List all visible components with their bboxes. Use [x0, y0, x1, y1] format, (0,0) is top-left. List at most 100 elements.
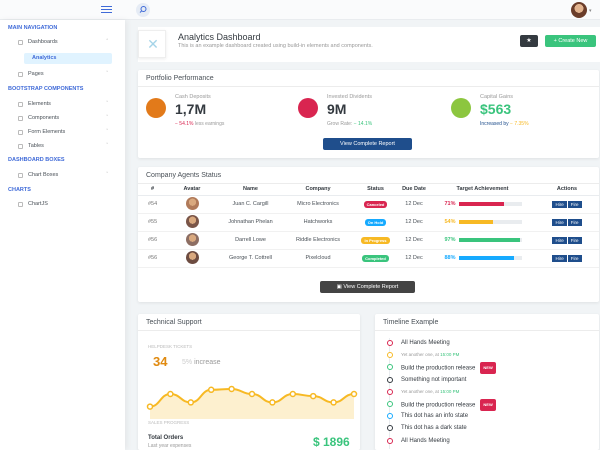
due-date: 12 Dec	[398, 213, 430, 232]
agent-name: Juan C. Cargill	[218, 195, 283, 214]
timeline-text-label: This dot has an info state	[401, 413, 469, 420]
sidebar-item-label: ChartJS	[28, 201, 48, 207]
status-cell: In Progress	[353, 231, 398, 250]
row-id: #54	[138, 195, 166, 214]
avatar	[185, 232, 199, 246]
stat-label: Capital Gains	[480, 94, 514, 100]
stat-trend: − 54.1% less earnings	[175, 121, 224, 127]
sidebar-item-tables[interactable]: Tables ˇ	[18, 141, 118, 152]
table-row: #56 George T. Cottrell Pixelcloud Completed…	[138, 249, 599, 268]
sidebar-item-label: Pages	[28, 71, 44, 77]
fire-button[interactable]: Fire	[567, 254, 582, 262]
target-percent: 54%	[444, 219, 456, 225]
sidebar-item-chartjs[interactable]: ChartJS	[18, 199, 118, 210]
pages-icon	[18, 72, 23, 77]
sidebar-item-elements[interactable]: Elements ˇ	[18, 99, 118, 110]
column-header: Avatar	[166, 184, 218, 196]
column-header: #	[138, 184, 166, 196]
create-new-button[interactable]: + Create New	[545, 35, 596, 47]
total-orders-label: Total Orders	[148, 435, 184, 441]
column-header: Due Date	[398, 184, 430, 196]
new-badge: NEW	[480, 362, 496, 375]
briefcase-icon	[298, 98, 318, 118]
sidebar-item-chart-boxes[interactable]: Chart Boxes ˇ	[18, 170, 118, 181]
target-cell: 54%	[430, 213, 535, 232]
timeline-dot-icon	[387, 388, 393, 395]
fire-button[interactable]: Fire	[567, 200, 582, 208]
agent-company: Pixelcloud	[283, 249, 353, 268]
table-icon	[18, 144, 23, 149]
timeline-text-label: This dot has a dark state	[401, 425, 467, 432]
search-icon[interactable]	[136, 3, 150, 17]
trend-label: Increased by	[480, 121, 509, 127]
avatar-cell	[166, 231, 218, 250]
sidebar-item-form-elements[interactable]: Form Elements ˇ	[18, 127, 118, 138]
status-badge: Canceled	[363, 200, 388, 208]
view-report-button[interactable]: View Complete Report	[323, 138, 412, 150]
trend-value: − 14.1%	[353, 121, 373, 127]
user-avatar[interactable]	[571, 2, 587, 18]
elements-icon	[18, 102, 23, 107]
timeline-text: Build the production release NEW	[401, 362, 496, 375]
due-date: 12 Dec	[398, 195, 430, 214]
page-title: Analytics Dashboard	[178, 32, 261, 42]
chevron-down-icon: ˇ	[106, 115, 108, 121]
agent-company: Micro Electronics	[283, 195, 353, 214]
sidebar-item-analytics[interactable]: Analytics	[24, 53, 112, 64]
progress-fill	[459, 255, 515, 260]
target-percent: 97%	[444, 237, 456, 243]
card-title: Company Agents Status	[138, 167, 599, 184]
sidebar-item-label: Tables	[28, 143, 44, 149]
fire-button[interactable]: Fire	[567, 218, 582, 226]
sidebar-section-title: Bootstrap Components	[8, 86, 84, 92]
timeline-text: Yet another one, at 15:00 PM	[401, 387, 459, 397]
hire-button[interactable]: Hire	[552, 200, 567, 208]
timeline-text-label: Build the production release	[401, 402, 476, 409]
timeline-dot-icon	[387, 425, 393, 432]
timeline-text-label: Yet another one, at	[401, 352, 441, 358]
chart-point	[289, 390, 297, 398]
sidebar-item-pages[interactable]: Pages ˇ	[18, 69, 118, 80]
sidebar-item-label: Components	[28, 115, 60, 121]
new-badge: NEW	[480, 399, 496, 411]
menu-toggle-icon[interactable]	[101, 6, 112, 13]
timeline-time: 15:00 PM	[440, 352, 460, 358]
timeline-card: Timeline Example All Hands Meeting Yet an…	[375, 314, 599, 450]
fire-button[interactable]: Fire	[567, 236, 582, 244]
chevron-down-icon: ˇ	[106, 101, 108, 107]
hire-button[interactable]: Hire	[552, 254, 567, 262]
sidebar-item-label: Form Elements	[28, 129, 66, 135]
chevron-down-icon[interactable]: ▾	[589, 8, 592, 14]
trend-note: less earnings	[194, 121, 225, 127]
chart-point	[248, 390, 256, 398]
button-label: View Complete Report	[343, 284, 399, 290]
timeline-text: This dot has a dark state	[401, 423, 467, 433]
star-icon: ★	[526, 38, 532, 44]
column-header: Status	[353, 184, 398, 196]
agents-card: Company Agents Status # Avatar Name Comp…	[138, 167, 599, 302]
create-new-label: Create New	[558, 38, 588, 44]
avatar-cell	[166, 213, 218, 232]
hire-button[interactable]: Hire	[552, 236, 567, 244]
timeline-text: Build the production release NEW	[401, 399, 496, 411]
progress-bar	[459, 237, 522, 242]
timeline-dot-icon	[387, 364, 393, 371]
avatar	[185, 250, 199, 264]
timeline-dot-icon	[387, 437, 393, 444]
sidebar-item-components[interactable]: Components ˇ	[18, 113, 118, 124]
timeline-dot-icon	[387, 352, 393, 359]
target-percent: 71%	[444, 201, 456, 207]
favorite-button[interactable]: ★	[520, 35, 538, 47]
target-percent: 88%	[444, 255, 456, 261]
status-badge: On Hold	[364, 218, 387, 226]
form-icon	[18, 130, 23, 135]
timeline-text-label: Yet another one, at	[401, 388, 441, 394]
progress-fill	[459, 237, 521, 242]
avatar	[185, 214, 199, 228]
chart-point	[330, 399, 337, 406]
sidebar-section-title: Charts	[8, 187, 31, 193]
chevron-up-icon: ˆ	[106, 39, 108, 45]
view-report-button[interactable]: ▣ View Complete Report	[320, 281, 415, 293]
hire-button[interactable]: Hire	[552, 218, 567, 226]
sidebar-item-dashboards[interactable]: Dashboards ˆ	[18, 37, 118, 48]
